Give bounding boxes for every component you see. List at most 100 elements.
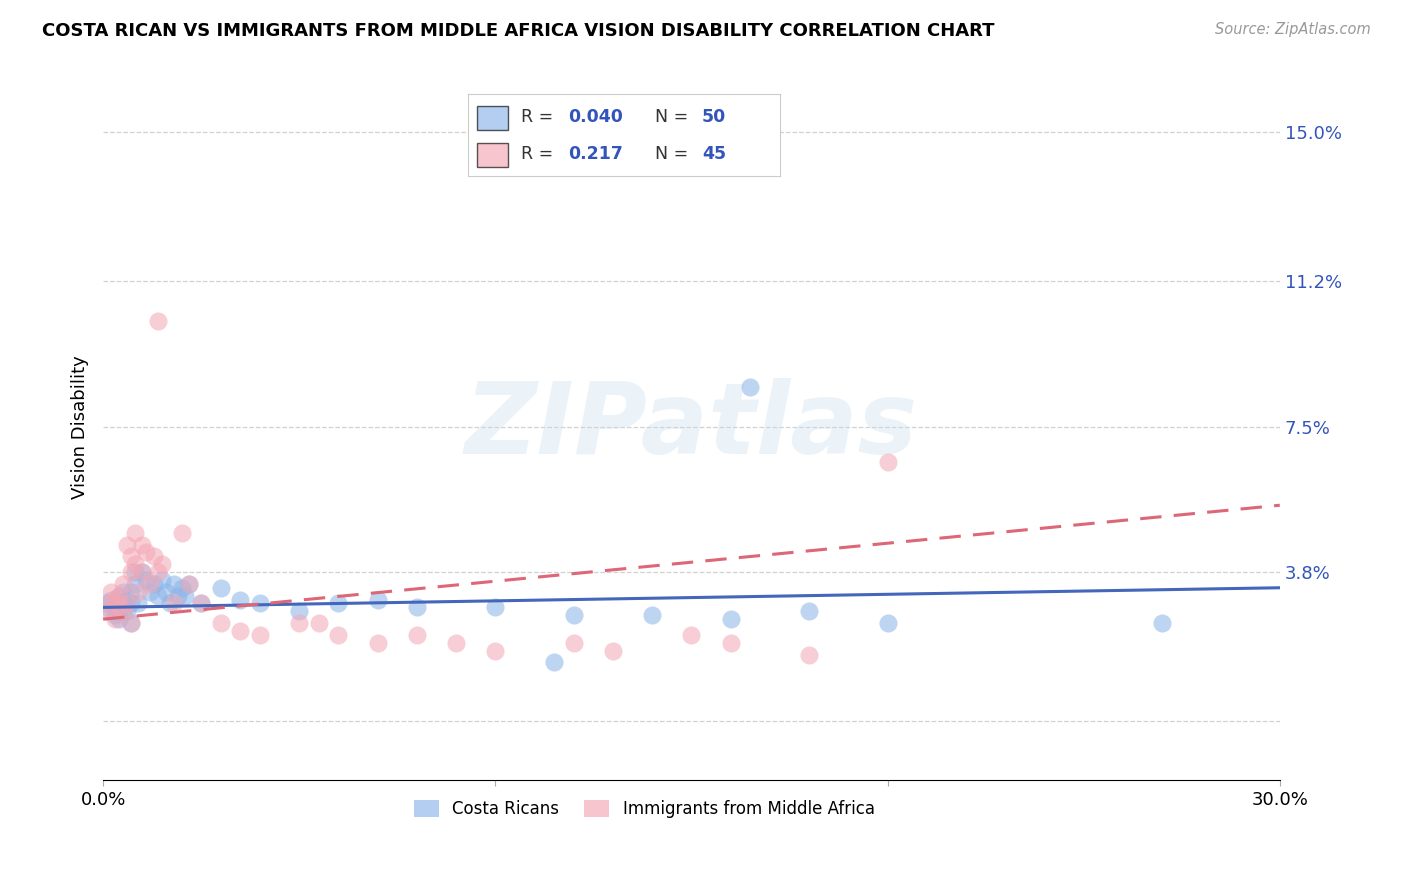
Point (127, 597, 149, 611)
Point (163, 577, 186, 591)
Point (124, 577, 146, 591)
Point (120, 584, 142, 599)
Text: COSTA RICAN VS IMMIGRANTS FROM MIDDLE AFRICA VISION DISABILITY CORRELATION CHART: COSTA RICAN VS IMMIGRANTS FROM MIDDLE AF… (42, 22, 994, 40)
Point (602, 643, 624, 657)
Point (166, 589, 188, 603)
Point (562, 636, 585, 650)
Point (104, 608, 127, 623)
Point (131, 565, 153, 579)
Point (124, 557, 146, 571)
Point (146, 313, 169, 327)
Point (143, 577, 166, 591)
Point (131, 565, 153, 579)
Point (367, 592, 389, 607)
Point (111, 577, 134, 591)
Point (120, 616, 142, 631)
Point (406, 600, 429, 615)
Point (720, 612, 742, 626)
Point (111, 604, 134, 618)
Point (367, 636, 389, 650)
Point (229, 624, 252, 638)
Point (135, 545, 157, 559)
Point (108, 589, 131, 603)
Point (406, 628, 429, 642)
Point (720, 636, 742, 650)
Point (100, 597, 122, 611)
Point (124, 525, 146, 540)
Point (876, 455, 898, 469)
Point (170, 581, 193, 595)
Point (155, 584, 177, 599)
Point (150, 573, 173, 587)
Point (328, 628, 350, 642)
Text: ZIPatlas: ZIPatlas (465, 378, 918, 475)
Point (108, 589, 131, 603)
Point (681, 628, 703, 642)
Point (104, 592, 127, 607)
Point (288, 616, 311, 631)
Point (444, 636, 467, 650)
Point (120, 565, 142, 579)
Point (96, 604, 118, 618)
Point (249, 628, 271, 642)
Point (115, 597, 138, 611)
Point (108, 612, 131, 626)
Point (100, 604, 122, 618)
Point (308, 616, 330, 631)
Point (139, 584, 162, 599)
Point (115, 592, 138, 607)
Point (146, 565, 169, 579)
Text: Source: ZipAtlas.com: Source: ZipAtlas.com (1215, 22, 1371, 37)
Point (209, 616, 232, 631)
Point (209, 581, 232, 595)
Point (190, 597, 212, 611)
Point (111, 604, 134, 618)
Point (641, 608, 664, 623)
Point (163, 597, 186, 611)
Y-axis label: Vision Disability: Vision Disability (72, 355, 89, 499)
Point (249, 597, 271, 611)
Point (543, 656, 565, 670)
Point (120, 616, 142, 631)
Point (174, 589, 197, 603)
Point (740, 380, 762, 394)
Point (143, 549, 166, 564)
Point (115, 604, 138, 618)
Point (115, 537, 138, 551)
Point (229, 592, 252, 607)
Point (124, 565, 146, 579)
Point (328, 597, 350, 611)
Point (111, 597, 134, 611)
Legend: Costa Ricans, Immigrants from Middle Africa: Costa Ricans, Immigrants from Middle Afr… (408, 794, 882, 825)
Point (104, 600, 127, 615)
Point (1152, 616, 1174, 631)
Point (484, 600, 506, 615)
Point (159, 597, 181, 611)
Point (288, 604, 311, 618)
Point (876, 616, 898, 631)
Point (108, 600, 131, 615)
Point (179, 577, 201, 591)
Point (139, 577, 162, 591)
Point (127, 584, 149, 599)
Point (96, 597, 118, 611)
Point (120, 549, 142, 564)
Point (104, 612, 127, 626)
Point (797, 648, 820, 662)
Point (170, 525, 193, 540)
Point (135, 573, 157, 587)
Point (190, 597, 212, 611)
Point (108, 604, 131, 618)
Point (131, 537, 153, 551)
Point (484, 643, 506, 657)
Point (150, 557, 173, 571)
Point (120, 597, 142, 611)
Point (146, 589, 169, 603)
Point (179, 577, 201, 591)
Point (111, 584, 134, 599)
Point (562, 608, 585, 623)
Point (797, 604, 820, 618)
Point (100, 584, 122, 599)
Point (100, 592, 122, 607)
Point (104, 597, 127, 611)
